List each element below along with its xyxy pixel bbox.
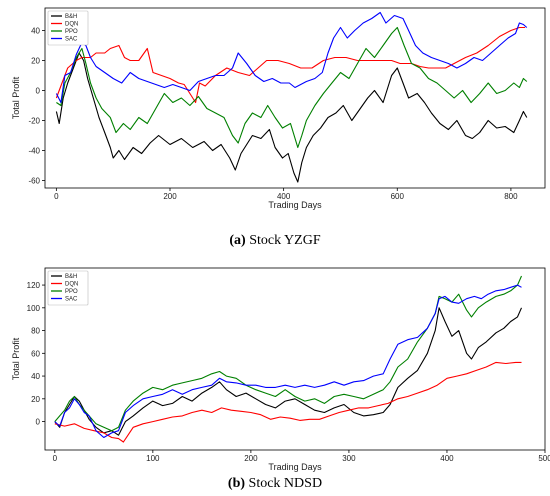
x-tick-label: 600 (391, 192, 405, 201)
caption-yzgf: (a) Stock YZGF (0, 233, 550, 249)
legend-label: B&H (65, 14, 77, 20)
y-tick-label: 80 (31, 327, 40, 336)
caption-letter: (b) (227, 476, 246, 491)
y-tick-label: 0 (36, 418, 41, 427)
series-group (55, 11, 528, 183)
chart-ndsd: 0 100 200 300 400 500 0 20 40 60 80 100 120 Trading D… (11, 267, 550, 472)
series-line-sac (54, 284, 522, 439)
x-tick-label: 200 (163, 192, 177, 201)
y-axis-title: Total Profit (11, 76, 21, 119)
legend-label: PPO (65, 289, 78, 295)
caption-letter: (a) (229, 233, 246, 248)
x-tick-label: 400 (277, 192, 291, 201)
y-tick-label: -60 (28, 177, 40, 186)
y-tick-label: -40 (28, 147, 40, 156)
legend-label: B&H (65, 274, 77, 280)
caption-ndsd: (b) Stock NDSD (0, 476, 550, 492)
y-tick-label: 120 (27, 281, 41, 290)
caption-text: Stock NDSD (248, 476, 323, 491)
x-tick-label: 0 (54, 192, 59, 201)
series-line-dqn (55, 26, 526, 104)
series-line-bh (54, 307, 523, 436)
y-tick-label: 20 (31, 395, 40, 404)
plot-frame (44, 7, 546, 189)
y-tick-label: 0 (36, 87, 41, 96)
y-tick-label: 40 (31, 27, 40, 36)
series-line-ppo (54, 275, 523, 432)
x-tick-label: 100 (146, 454, 160, 463)
series-group (54, 275, 523, 443)
legend-box (47, 10, 89, 46)
y-tick-label: 100 (27, 304, 41, 313)
legend-label: SAC (65, 297, 78, 303)
y-tick-label: 40 (31, 372, 40, 381)
chart-yzgf: 0 200 400 600 800 -60 -40 -20 0 20 40 Trading Days T… (11, 7, 546, 210)
y-tick-label: 20 (31, 57, 40, 66)
y-axis-title: Total Profit (11, 337, 21, 380)
y-tick-label: -20 (28, 117, 40, 126)
series-line-dqn (54, 361, 522, 443)
legend-label: SAC (65, 37, 78, 43)
x-tick-label: 800 (504, 192, 518, 201)
legend-label: PPO (65, 29, 78, 35)
x-tick-label: 0 (53, 454, 58, 463)
x-tick-label: 200 (244, 454, 258, 463)
chart-panel-yzgf: 0 200 400 600 800 -60 -40 -20 0 20 40 Trading Days T… (0, 7, 550, 249)
x-axis-title: Trading Days (268, 462, 322, 472)
series-line-sac (55, 11, 528, 104)
plot-frame (44, 267, 546, 451)
series-line-bh (55, 52, 528, 183)
series-line-ppo (56, 26, 528, 149)
caption-text: Stock YZGF (249, 233, 321, 248)
x-tick-label: 300 (342, 454, 356, 463)
x-tick-label: 500 (538, 454, 550, 463)
x-tick-label: 400 (440, 454, 454, 463)
legend-box (47, 270, 89, 306)
y-tick-label: 60 (31, 349, 40, 358)
legend-label: DQN (65, 282, 78, 288)
x-axis-title: Trading Days (268, 200, 322, 210)
chart-panel-ndsd: 0 100 200 300 400 500 0 20 40 60 80 100 120 Trading D… (0, 262, 550, 496)
legend-label: DQN (65, 22, 78, 28)
